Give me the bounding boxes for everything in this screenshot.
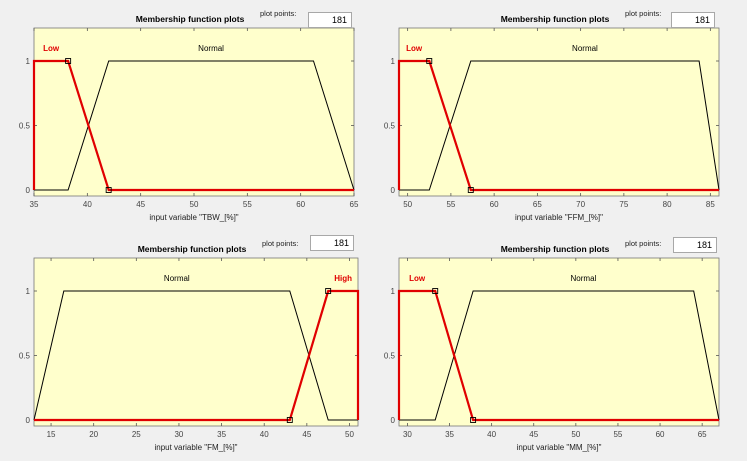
selected-mf-curve <box>32 59 354 192</box>
x-tick-label: 50 <box>190 200 199 209</box>
x-tick-label: 35 <box>30 200 39 209</box>
mf-handle <box>325 288 332 294</box>
membership-plot[interactable]: Membership function plots plot points: 0 0.… <box>0 230 373 460</box>
selected-mf-label: Low <box>406 44 423 53</box>
x-tick-label: 15 <box>47 430 56 439</box>
selected-mf-label: High <box>334 274 352 283</box>
x-tick-label: 20 <box>89 430 98 439</box>
mf-handle <box>105 187 112 193</box>
x-tick-label: 45 <box>136 200 145 209</box>
y-tick-label: 1 <box>391 287 396 296</box>
plot-points-input[interactable]: 181 <box>308 12 352 28</box>
x-tick-label: 55 <box>446 200 455 209</box>
plot-area <box>33 257 359 427</box>
x-tick-label: 30 <box>174 430 183 439</box>
x-axis-label: input variable "MM_[%]" <box>517 443 602 452</box>
plot-area <box>33 27 355 197</box>
mf-label: Normal <box>571 274 597 283</box>
plot-title: Membership function plots <box>501 14 610 24</box>
y-tick-label: 1 <box>26 287 31 296</box>
mf-curve <box>399 60 720 191</box>
mf-handle <box>286 417 293 423</box>
panel-tbw: Membership function plots plot points: 0 0.… <box>0 0 373 230</box>
y-tick-label: 0.5 <box>19 122 31 131</box>
x-tick-label: 55 <box>243 200 252 209</box>
x-tick-label: 50 <box>345 430 354 439</box>
x-tick-label: 65 <box>533 200 542 209</box>
panel-ffm: Membership function plots plot points: 0 0.… <box>373 0 746 230</box>
plot-points-input[interactable]: 181 <box>310 235 354 251</box>
mf-curve <box>34 60 355 191</box>
x-tick-label: 40 <box>260 430 269 439</box>
plot-points-input[interactable]: 181 <box>673 237 717 253</box>
mf-handle <box>65 58 72 64</box>
membership-plot[interactable]: Membership function plots plot points: 0 0.… <box>373 0 746 230</box>
mf-handle <box>426 58 433 64</box>
plot-points-label: plot points: <box>625 9 661 18</box>
x-tick-label: 60 <box>656 430 665 439</box>
selected-mf-curve <box>34 289 360 422</box>
mf-curve <box>33 290 358 421</box>
x-tick-label: 85 <box>706 200 715 209</box>
x-tick-label: 30 <box>403 430 412 439</box>
y-tick-label: 0.5 <box>384 122 396 131</box>
x-tick-label: 60 <box>490 200 499 209</box>
plot-points-input[interactable]: 181 <box>671 12 715 28</box>
x-tick-label: 45 <box>529 430 538 439</box>
x-axis-label: input variable "TBW_[%]" <box>149 213 238 222</box>
selected-mf-curve <box>397 59 719 192</box>
plot-points-label: plot points: <box>625 239 661 248</box>
mf-handle <box>467 187 474 193</box>
mf-label: Normal <box>164 274 190 283</box>
panel-mm: Membership function plots plot points: 0 0.… <box>373 230 746 460</box>
x-tick-label: 35 <box>217 430 226 439</box>
y-tick-label: 0 <box>26 186 31 195</box>
selected-mf-label: Low <box>409 274 426 283</box>
plot-area <box>398 257 720 427</box>
plot-title: Membership function plots <box>501 244 610 254</box>
x-tick-label: 50 <box>571 430 580 439</box>
plot-title: Membership function plots <box>136 14 245 24</box>
x-tick-label: 70 <box>576 200 585 209</box>
mf-label: Normal <box>198 44 224 53</box>
x-axis-label: input variable "FFM_[%]" <box>515 213 603 222</box>
membership-plot[interactable]: Membership function plots plot points: 0 0.… <box>0 0 373 230</box>
y-tick-label: 0 <box>26 416 31 425</box>
y-tick-label: 0.5 <box>19 352 31 361</box>
panel-fm: Membership function plots plot points: 0 0.… <box>0 230 373 460</box>
x-tick-label: 40 <box>487 430 496 439</box>
x-tick-label: 35 <box>445 430 454 439</box>
y-tick-label: 0 <box>391 416 396 425</box>
mf-curve <box>399 290 720 421</box>
x-tick-label: 60 <box>296 200 305 209</box>
x-axis-label: input variable "FM_[%]" <box>154 443 237 452</box>
y-tick-label: 1 <box>26 57 31 66</box>
y-tick-label: 0 <box>391 186 396 195</box>
x-tick-label: 65 <box>698 430 707 439</box>
plot-points-label: plot points: <box>260 9 296 18</box>
x-tick-label: 50 <box>403 200 412 209</box>
mf-label: Normal <box>572 44 598 53</box>
x-tick-label: 80 <box>663 200 672 209</box>
selected-mf-label: Low <box>43 44 60 53</box>
mf-handle <box>432 288 439 294</box>
selected-mf-curve <box>397 289 719 422</box>
plot-title: Membership function plots <box>138 244 247 254</box>
y-tick-label: 0.5 <box>384 352 396 361</box>
x-tick-label: 75 <box>619 200 628 209</box>
mf-handle <box>470 417 477 423</box>
x-tick-label: 55 <box>613 430 622 439</box>
plot-area <box>398 27 720 197</box>
x-tick-label: 65 <box>350 200 359 209</box>
x-tick-label: 25 <box>132 430 141 439</box>
y-tick-label: 1 <box>391 57 396 66</box>
x-tick-label: 45 <box>302 430 311 439</box>
plot-points-label: plot points: <box>262 239 298 248</box>
x-tick-label: 40 <box>83 200 92 209</box>
membership-plot[interactable]: Membership function plots plot points: 0 0.… <box>373 230 746 460</box>
